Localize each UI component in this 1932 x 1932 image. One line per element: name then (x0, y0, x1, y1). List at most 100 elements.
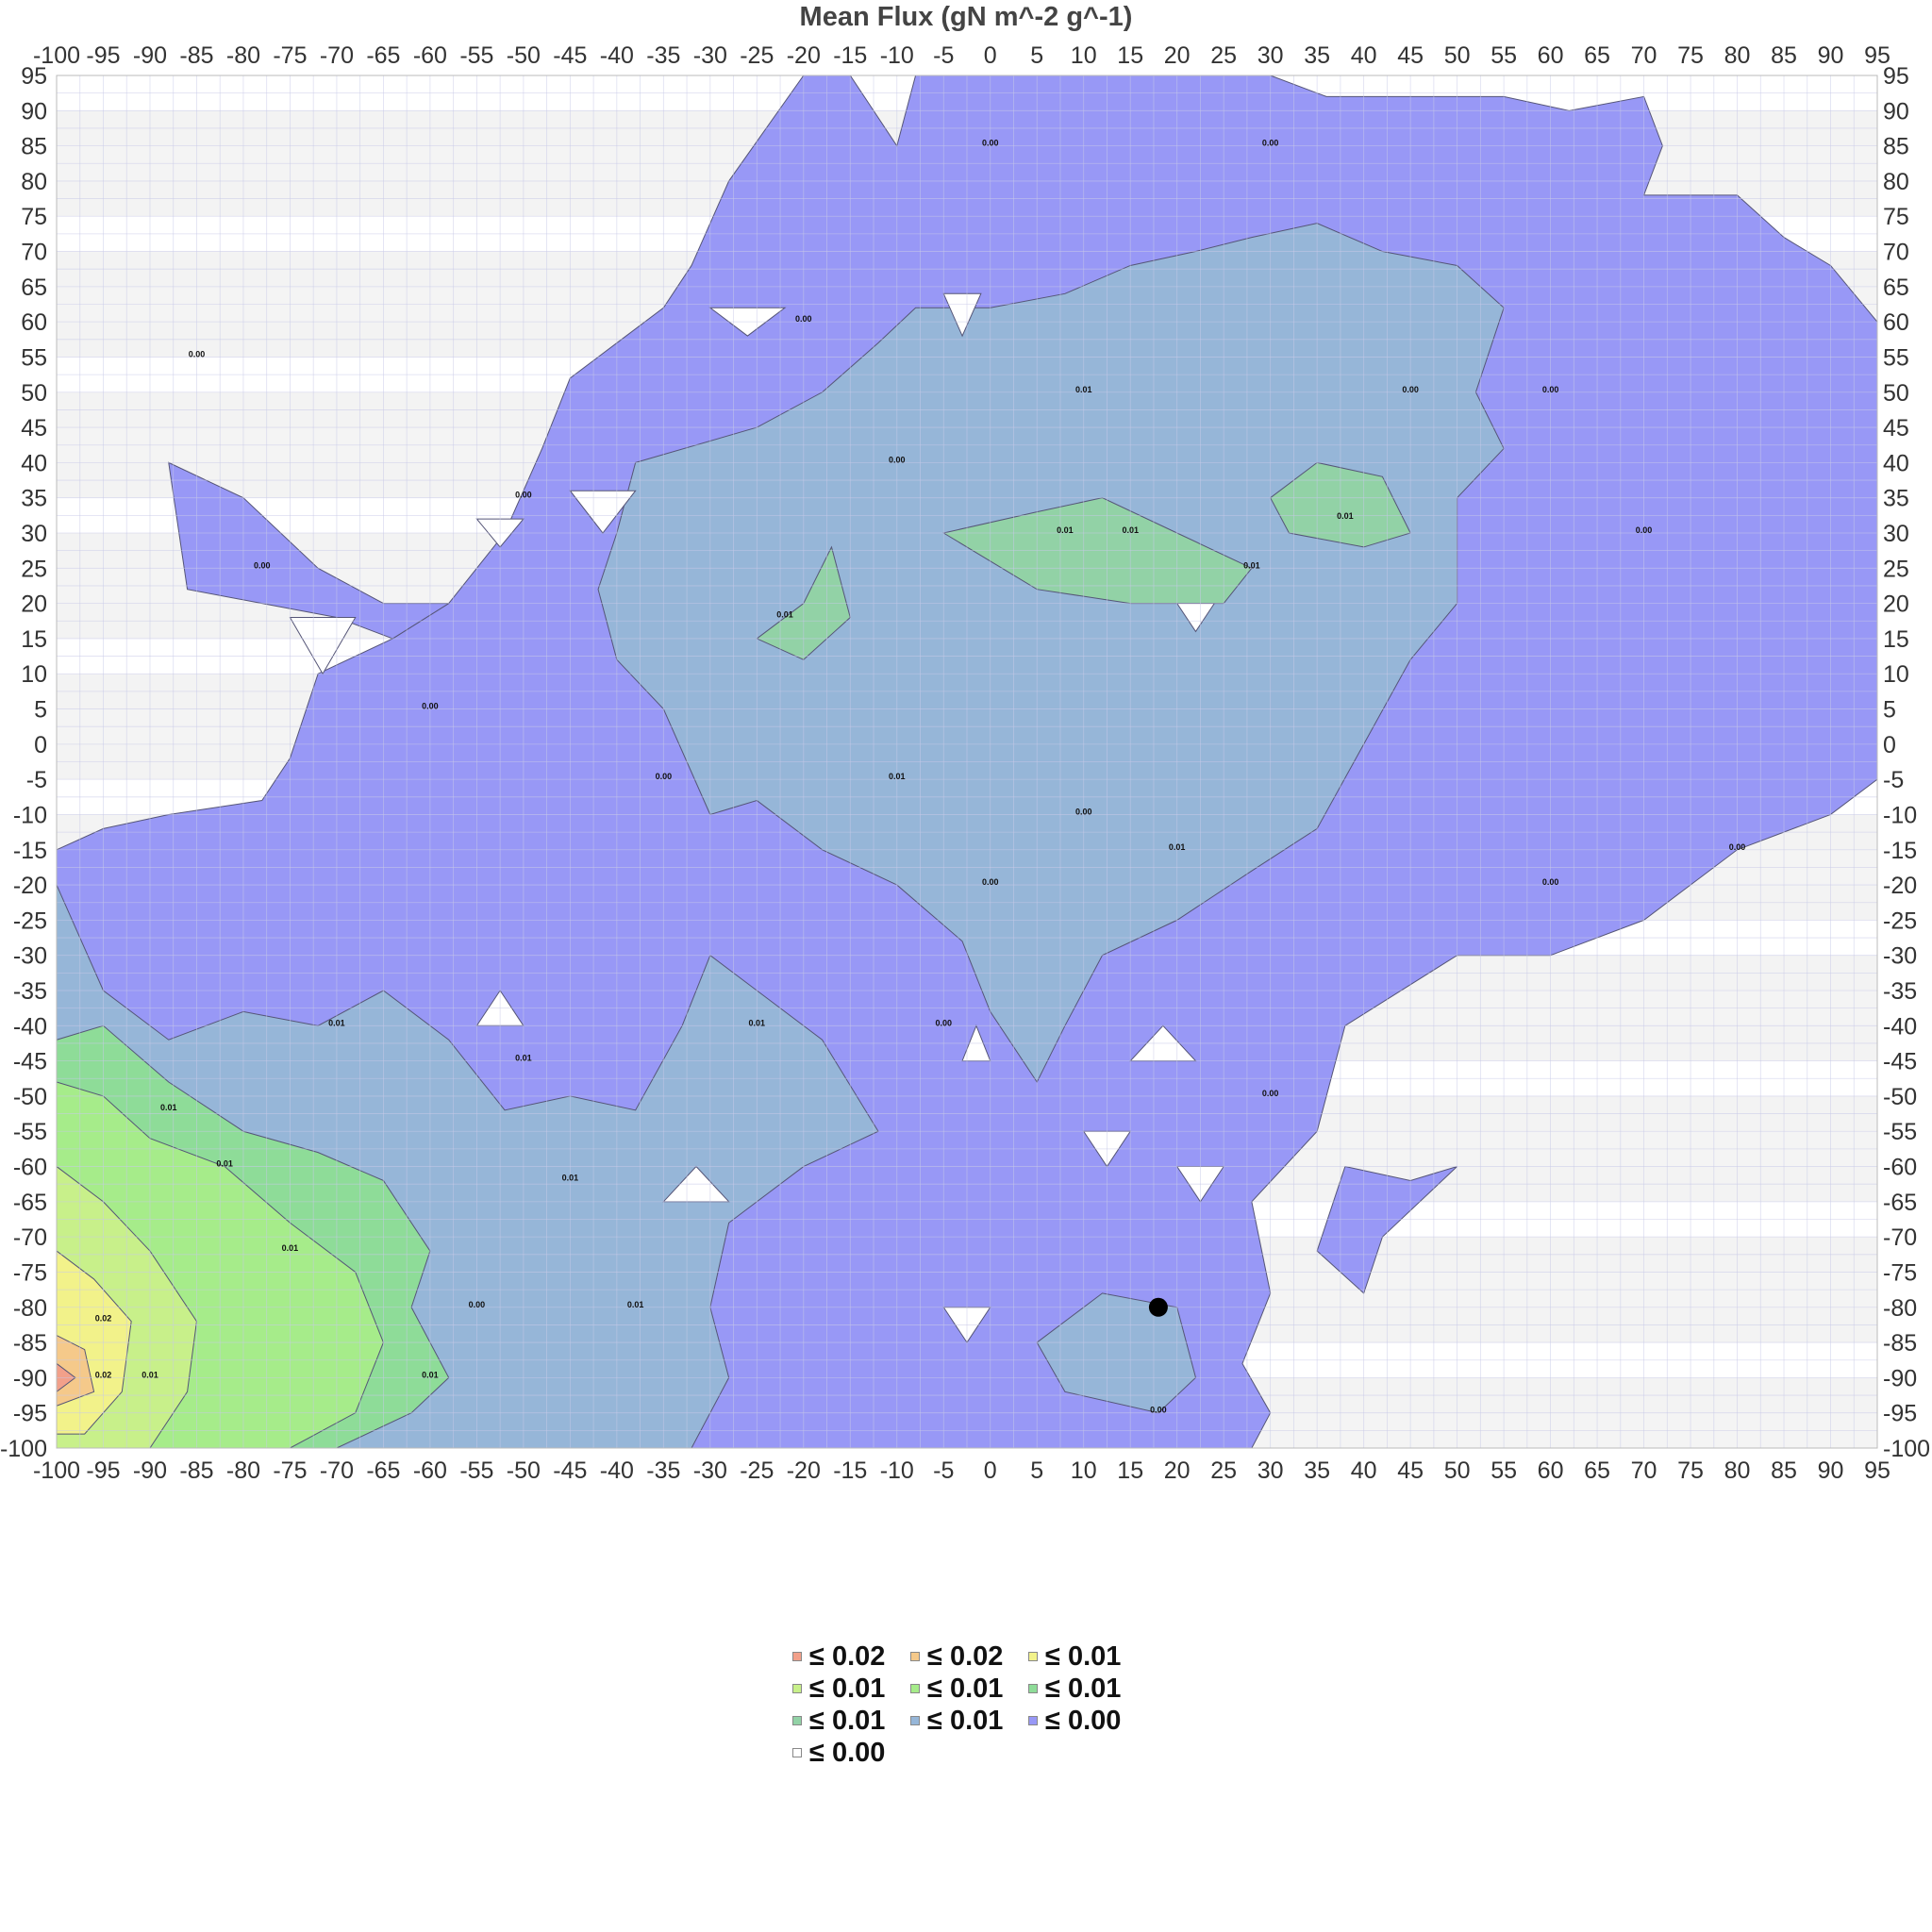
contour-label: 0.00 (982, 877, 999, 887)
x-tick-label-bottom: 35 (1304, 1457, 1330, 1484)
x-tick-label-bottom: 45 (1397, 1457, 1424, 1484)
y-tick-label-right: 20 (1883, 591, 1909, 618)
y-tick-label-left: -5 (26, 767, 47, 793)
y-tick-label-left: -65 (13, 1190, 47, 1216)
y-tick-label-right: 35 (1883, 486, 1909, 512)
legend-label: ≤ 0.02 (927, 1641, 1004, 1672)
y-tick-label-right: 50 (1883, 380, 1909, 407)
x-tick-label-bottom: -80 (226, 1457, 260, 1484)
x-tick-label-bottom: -100 (33, 1457, 80, 1484)
x-tick-label-bottom: 55 (1491, 1457, 1517, 1484)
y-tick-label-left: 35 (21, 486, 47, 512)
hole (569, 490, 637, 534)
legend-item: ≤ 0.02 (792, 1641, 910, 1672)
legend-item: ≤ 0.01 (792, 1706, 910, 1736)
legend-swatch (910, 1684, 920, 1693)
x-tick-label-bottom: 5 (1030, 1457, 1043, 1484)
y-tick-label-right: 60 (1883, 309, 1909, 336)
legend-swatch (910, 1716, 920, 1725)
x-tick-label-top: 45 (1397, 42, 1424, 69)
y-tick-label-left: 55 (21, 344, 47, 371)
x-tick-label-bottom: -5 (933, 1457, 954, 1484)
legend-swatch (1028, 1652, 1038, 1661)
y-tick-label-right: 40 (1883, 450, 1909, 476)
y-tick-label-right: -55 (1883, 1119, 1917, 1145)
y-tick-label-right: -45 (1883, 1049, 1917, 1075)
y-tick-label-right: -10 (1883, 802, 1917, 828)
x-tick-label-top: 30 (1257, 42, 1284, 69)
y-tick-label-right: 80 (1883, 169, 1909, 195)
y-axis-left: 95908580757065605550454035302520151050-5… (0, 63, 47, 1462)
contour-label: 0.01 (776, 610, 793, 620)
x-tick-label-bottom: 40 (1351, 1457, 1377, 1484)
legend-item: ≤ 0.00 (792, 1738, 910, 1768)
contour-labels: 0.00 0.00 0.00 0.00 0.01 0.01 0.01 0.01 0.01 0.01… (95, 139, 1746, 1415)
legend-label: ≤ 0.00 (1045, 1705, 1122, 1736)
contour-label: 0.01 (328, 1018, 345, 1027)
contour-label: 0.01 (1337, 511, 1354, 521)
contour-label: 0.00 (515, 491, 532, 500)
y-tick-label-right: 75 (1883, 204, 1909, 230)
x-tick-label-bottom: 50 (1444, 1457, 1471, 1484)
y-tick-label-left: -100 (0, 1436, 47, 1462)
contour-label: 0.00 (1542, 385, 1559, 394)
x-tick-label-bottom: -65 (366, 1457, 400, 1484)
y-tick-label-right: 25 (1883, 556, 1909, 582)
x-tick-label-bottom: -15 (833, 1457, 867, 1484)
y-tick-label-right: 90 (1883, 98, 1909, 125)
legend-label: ≤ 0.01 (927, 1705, 1004, 1736)
y-tick-label-left: -85 (13, 1330, 47, 1357)
x-tick-label-bottom: 70 (1631, 1457, 1657, 1484)
y-tick-label-left: -35 (13, 978, 47, 1005)
x-tick-label-top: -15 (833, 42, 867, 69)
x-tick-label-bottom: -95 (86, 1457, 120, 1484)
legend-item: ≤ 0.02 (910, 1641, 1028, 1672)
x-tick-label-top: -80 (226, 42, 260, 69)
x-tick-label-top: -70 (320, 42, 354, 69)
y-tick-label-right: 0 (1883, 732, 1896, 758)
legend-label: ≤ 0.00 (809, 1737, 886, 1768)
contour-label: 0.00 (1262, 1089, 1279, 1098)
x-tick-label-top: -75 (273, 42, 307, 69)
y-tick-label-left: -20 (13, 873, 47, 899)
x-tick-label-top: -90 (133, 42, 167, 69)
x-tick-label-top: -5 (933, 42, 954, 69)
y-tick-label-right: 70 (1883, 240, 1909, 266)
x-axis-top: -100 -95 -90 -85 -80 -75 -70 -65 -60 -55 -50 -45 -40… (33, 42, 1890, 69)
contour-label: 0.01 (1075, 385, 1092, 394)
y-tick-label-left: -75 (13, 1259, 47, 1286)
y-tick-label-right: -50 (1883, 1084, 1917, 1110)
x-tick-label-bottom: -55 (459, 1457, 493, 1484)
x-tick-label-bottom: -90 (133, 1457, 167, 1484)
contour-label: 0.01 (1122, 525, 1139, 535)
legend-swatch (792, 1684, 802, 1693)
y-tick-label-left: 85 (21, 134, 47, 160)
contour-label: 0.00 (889, 455, 906, 464)
hole (289, 617, 357, 675)
x-tick-label-top: 10 (1071, 42, 1097, 69)
contour-label: 0.00 (422, 702, 439, 711)
y-tick-label-right: -70 (1883, 1224, 1917, 1251)
x-tick-label-bottom: 60 (1538, 1457, 1564, 1484)
y-tick-label-right: 55 (1883, 344, 1909, 371)
y-tick-label-left: 75 (21, 204, 47, 230)
y-axis-right: 95908580757065605550454035302520151050-5… (1883, 63, 1930, 1462)
legend-item: ≤ 0.01 (1028, 1641, 1146, 1672)
y-tick-label-right: 45 (1883, 415, 1909, 441)
y-tick-label-left: -10 (13, 802, 47, 828)
contour-label: 0.00 (1402, 385, 1419, 394)
contour-label: 0.01 (562, 1173, 579, 1182)
contour-label: 0.00 (1729, 842, 1746, 852)
legend-swatch (792, 1716, 802, 1725)
x-axis-bottom: -100 -95 -90 -85 -80 -75 -70 -65 -60 -55 -50 -45 -40… (33, 1457, 1890, 1484)
y-tick-label-left: 0 (34, 732, 47, 758)
x-tick-label-top: 15 (1117, 42, 1143, 69)
y-tick-label-right: -85 (1883, 1330, 1917, 1357)
contour-label: 0.01 (216, 1159, 233, 1169)
legend-swatch (1028, 1716, 1038, 1725)
legend-item: ≤ 0.01 (910, 1674, 1028, 1704)
legend-label: ≤ 0.01 (809, 1705, 886, 1736)
x-tick-label-bottom: 75 (1677, 1457, 1704, 1484)
x-tick-label-bottom: -60 (413, 1457, 447, 1484)
